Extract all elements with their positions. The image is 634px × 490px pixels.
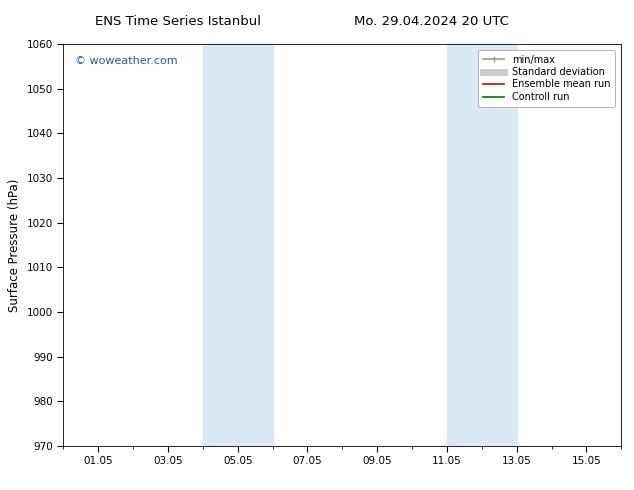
Text: Mo. 29.04.2024 20 UTC: Mo. 29.04.2024 20 UTC	[354, 15, 508, 28]
Text: © woweather.com: © woweather.com	[75, 56, 177, 66]
Text: ENS Time Series Istanbul: ENS Time Series Istanbul	[94, 15, 261, 28]
Bar	[203, 44, 273, 446]
Bar	[447, 44, 517, 446]
Y-axis label: Surface Pressure (hPa): Surface Pressure (hPa)	[8, 178, 21, 312]
Legend: min/max, Standard deviation, Ensemble mean run, Controll run: min/max, Standard deviation, Ensemble me…	[478, 50, 616, 107]
